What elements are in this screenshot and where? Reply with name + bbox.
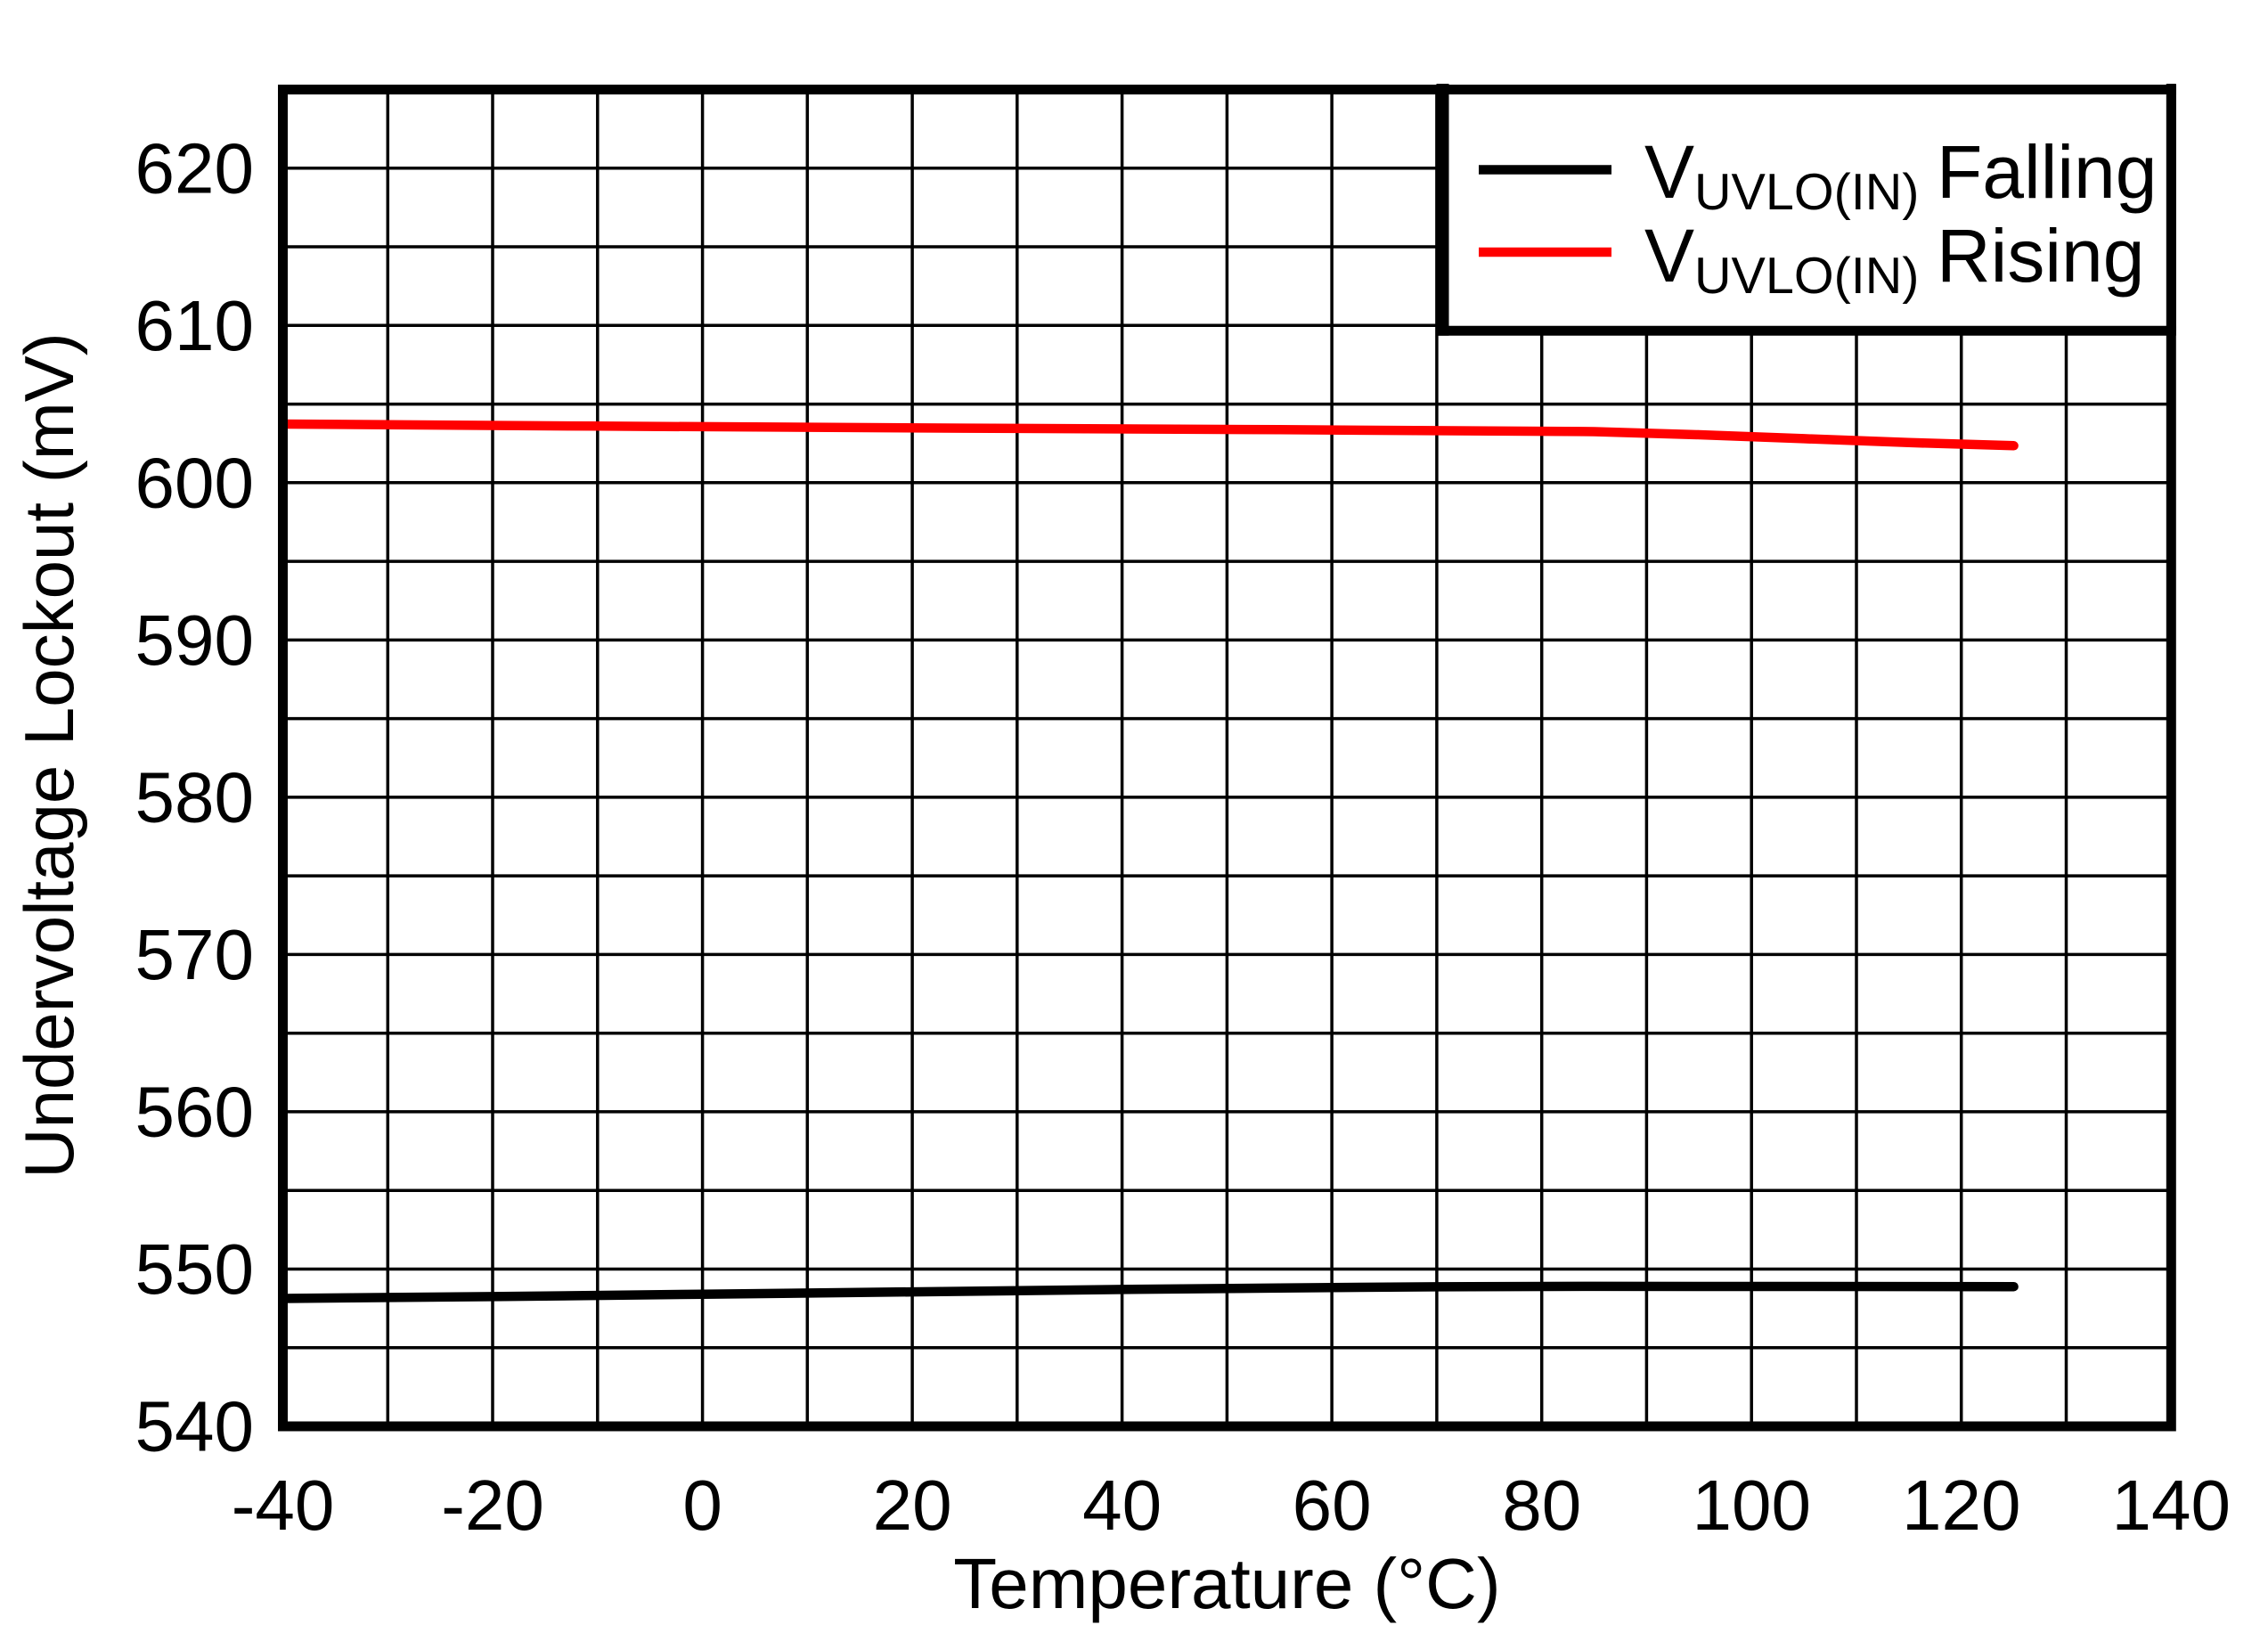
svg-text:20: 20: [873, 1466, 952, 1545]
svg-text:620: 620: [135, 128, 254, 208]
svg-text:-20: -20: [441, 1466, 544, 1545]
svg-text:60: 60: [1293, 1466, 1372, 1545]
svg-text:VUVLO(IN): VUVLO(IN): [1644, 130, 1919, 221]
svg-text:570: 570: [135, 915, 254, 994]
svg-text:Falling: Falling: [1937, 130, 2157, 214]
svg-text:0: 0: [682, 1466, 722, 1545]
svg-text:140: 140: [2112, 1466, 2231, 1545]
svg-text:Undervoltage Lockout (mV): Undervoltage Lockout (mV): [10, 332, 88, 1178]
svg-text:-40: -40: [232, 1466, 335, 1545]
svg-text:40: 40: [1082, 1466, 1162, 1545]
svg-text:Rising: Rising: [1937, 214, 2144, 298]
svg-text:120: 120: [1902, 1466, 2020, 1545]
svg-text:VUVLO(IN): VUVLO(IN): [1644, 214, 1919, 305]
svg-text:80: 80: [1502, 1466, 1581, 1545]
svg-text:100: 100: [1692, 1466, 1810, 1545]
svg-text:610: 610: [135, 286, 254, 365]
svg-text:Temperature (°C): Temperature (°C): [953, 1544, 1500, 1623]
svg-text:600: 600: [135, 443, 254, 522]
svg-text:540: 540: [135, 1387, 254, 1466]
svg-text:550: 550: [135, 1229, 254, 1309]
svg-text:590: 590: [135, 600, 254, 680]
svg-text:560: 560: [135, 1072, 254, 1151]
svg-text:580: 580: [135, 757, 254, 837]
